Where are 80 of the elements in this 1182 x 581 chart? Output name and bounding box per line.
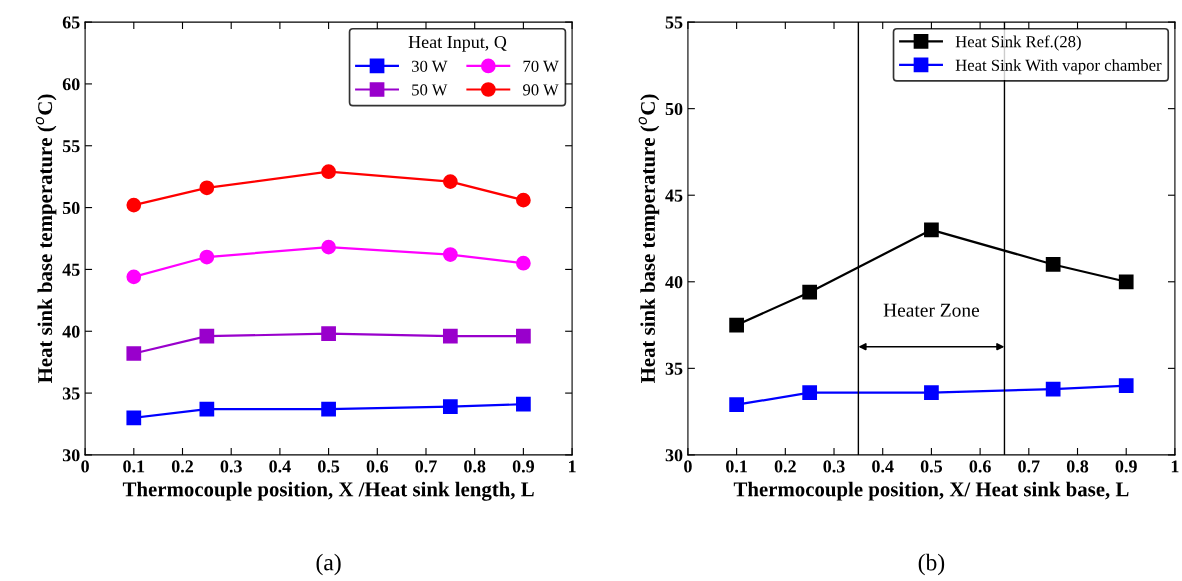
y-tick-label: 30 xyxy=(665,449,683,462)
y-tick-label: 45 xyxy=(665,189,683,202)
x-tick-label: 0.8 xyxy=(1066,460,1089,473)
legend-label: 90 W xyxy=(523,84,559,96)
x-tick-label: 0.4 xyxy=(872,460,894,473)
point xyxy=(924,222,939,238)
point xyxy=(126,410,142,426)
y-tick-label: 50 xyxy=(62,201,80,215)
x-tick-label: 0.9 xyxy=(512,460,535,473)
point xyxy=(321,164,336,180)
point xyxy=(924,385,939,400)
y-tick-label: 40 xyxy=(665,276,683,289)
x-axis-title: Thermocouple position, X/ Heat sink base, L xyxy=(733,481,1129,501)
point xyxy=(516,192,531,208)
legend-label: Heat Sink Ref.(28) xyxy=(955,35,1081,51)
point xyxy=(516,255,531,271)
point xyxy=(442,399,458,415)
x-tick-label: 0.3 xyxy=(220,460,242,473)
text: (a) xyxy=(316,553,341,576)
x-tick-label: 0 xyxy=(684,460,692,473)
point xyxy=(802,284,818,300)
x-tick-label: 0.6 xyxy=(969,460,991,473)
point xyxy=(321,239,336,255)
y-tick-label: 50 xyxy=(665,102,683,116)
legend-title: Heat Input, Q xyxy=(408,35,507,52)
y-axis-title: Heat sink base temperature ($^{o}$C) xyxy=(35,94,57,384)
point xyxy=(729,397,744,413)
x-tick-label: 0.7 xyxy=(1018,460,1040,473)
y-tick-label: 55 xyxy=(665,16,683,29)
legend-label: 50 W xyxy=(412,84,448,96)
point xyxy=(126,197,142,213)
y-tick-label: 40 xyxy=(62,325,80,338)
point xyxy=(1118,274,1134,290)
x-tick-label: 0.2 xyxy=(774,460,796,473)
point xyxy=(199,401,215,417)
point xyxy=(199,328,215,344)
point xyxy=(321,326,336,342)
point xyxy=(126,346,142,361)
point xyxy=(442,174,458,189)
point xyxy=(729,317,744,333)
x-tick-label: 0.2 xyxy=(171,460,194,473)
point xyxy=(442,328,458,344)
point xyxy=(1045,257,1061,272)
y-tick-label: 65 xyxy=(62,16,80,29)
y-tick-label: 60 xyxy=(62,78,80,91)
legend-label: Heat Sink With vapor chamber xyxy=(955,59,1162,75)
point xyxy=(1045,381,1061,397)
point xyxy=(516,396,531,412)
y-tick-label: 35 xyxy=(62,387,80,400)
point xyxy=(1118,378,1134,394)
x-tick-label: 0.9 xyxy=(1115,460,1137,473)
point xyxy=(199,249,215,265)
text: (b) xyxy=(918,553,945,576)
point xyxy=(442,247,458,262)
y-axis-title: Heat sink base temperature ($^{o}$C) xyxy=(638,94,660,384)
x-tick-label: 1 xyxy=(1171,460,1179,473)
x-tick-label: 0.4 xyxy=(269,460,291,473)
x-axis-title: Thermocouple position, X /Heat sink length, L xyxy=(122,481,534,501)
x-tick-label: 0.5 xyxy=(318,460,340,473)
x-tick-label: 0.1 xyxy=(726,460,747,473)
y-tick-label: 35 xyxy=(665,362,683,375)
point xyxy=(199,180,215,196)
x-tick-label: 0.5 xyxy=(920,460,943,473)
legend-label: 30 W xyxy=(412,60,448,73)
x-tick-label: 0.8 xyxy=(464,460,486,473)
x-tick-label: 0.3 xyxy=(823,460,845,473)
legend-label: 70 W xyxy=(523,60,559,73)
x-tick-label: 0 xyxy=(81,460,89,473)
x-tick-label: 1 xyxy=(569,460,576,473)
x-tick-label: 0.7 xyxy=(415,460,437,473)
y-tick-label: 45 xyxy=(62,263,80,276)
point xyxy=(126,269,142,285)
x-tick-label: 0.6 xyxy=(366,460,389,473)
point xyxy=(321,401,336,417)
y-tick-label: 55 xyxy=(62,140,80,153)
x-tick-label: 0.1 xyxy=(123,460,145,473)
y-tick-label: 30 xyxy=(62,449,80,462)
point xyxy=(802,385,818,400)
annotation: Heater Zone xyxy=(883,303,980,317)
point xyxy=(516,328,531,344)
